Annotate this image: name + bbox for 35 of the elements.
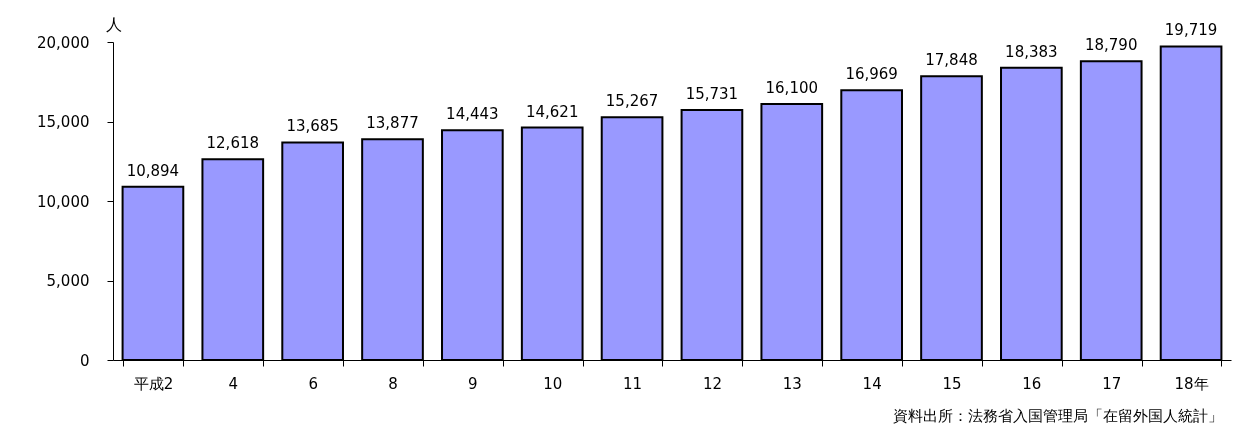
data-label: 19,719 [1164,21,1218,40]
x-tick-label: 10 [543,374,563,393]
x-tick-label: 平成2 [133,374,174,393]
x-tick-label: 15 [942,374,962,393]
text: 資料出所：法務省入国管理局「在留外国人統計」 [893,407,1223,425]
x-tick-label: 12 [702,374,722,393]
y-tick-label: 10,000 [37,192,90,211]
data-label: 15,731 [685,84,739,103]
data-label: 14,621 [525,102,579,121]
x-tick-label: 16 [1022,374,1042,393]
data-label: 13,685 [286,117,339,136]
y-tick-label: 15,000 [37,113,90,131]
x-tick-label: 9 [468,374,478,393]
data-label: 16,969 [845,65,898,84]
x-tick-label: 18年 [1174,374,1209,393]
data-label: 14,443 [446,105,499,124]
y-tick-label: 5,000 [46,272,90,290]
x-tick-label: 13 [782,374,802,393]
data-label: 18,383 [1005,42,1058,61]
data-label: 18,790 [1084,36,1138,55]
data-label: 17,848 [925,51,978,70]
x-tick-label: 14 [862,374,882,393]
data-label: 16,100 [765,79,819,98]
data-label: 13,877 [366,114,419,133]
y-tick-label: 0 [79,351,90,370]
y-axis-title: 人 [105,14,122,34]
y-tick-label: 20,000 [37,33,90,52]
x-tick-label: 6 [308,374,318,393]
data-label: 12,618 [206,134,260,153]
x-tick-label: 17 [1102,374,1122,393]
x-tick-label: 11 [623,374,643,393]
x-tick-label: 8 [388,374,398,393]
data-label: 15,267 [605,92,659,111]
data-label: 10,894 [126,161,180,180]
x-tick-label: 4 [228,374,239,393]
